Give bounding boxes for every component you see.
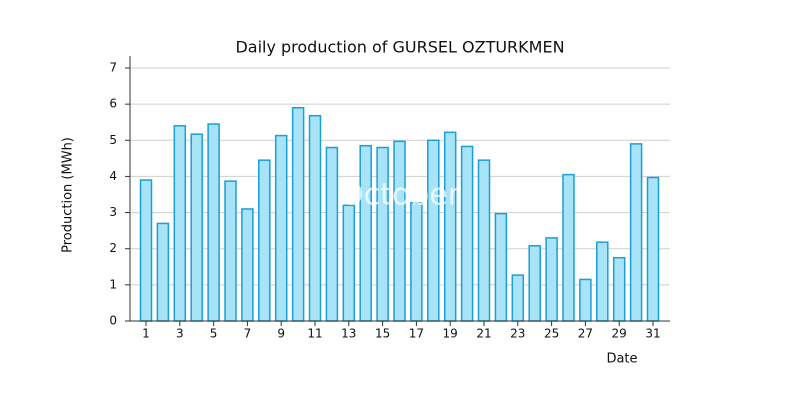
chart-title: Daily production of GURSEL OZTURKMEN <box>235 38 564 57</box>
x-axis-label: Date <box>606 352 637 367</box>
bar <box>190 133 203 322</box>
watermark: October <box>340 178 461 213</box>
bar <box>612 257 626 322</box>
x-tick-label: 27 <box>578 327 593 341</box>
bar <box>258 159 271 322</box>
bar <box>477 159 491 322</box>
x-tick-label: 25 <box>544 327 559 341</box>
bar <box>376 146 389 322</box>
bar <box>359 144 372 322</box>
y-tick-label: 5 <box>109 133 117 147</box>
x-tick-label: 19 <box>443 327 458 341</box>
bar <box>511 274 525 322</box>
bar <box>207 123 220 322</box>
bar <box>173 125 187 322</box>
x-tick-label: 5 <box>210 327 218 341</box>
bar <box>393 140 406 322</box>
x-tick-label: 1 <box>142 327 150 341</box>
bar <box>274 134 288 322</box>
bar <box>224 180 237 322</box>
bar <box>646 176 660 322</box>
bar <box>325 146 339 322</box>
bar <box>579 278 592 322</box>
y-tick-label: 2 <box>109 241 117 255</box>
bar <box>139 179 153 322</box>
y-tick-label: 6 <box>109 97 117 111</box>
bar <box>156 222 170 322</box>
y-tick-label: 7 <box>109 61 117 75</box>
y-tick-label: 4 <box>109 169 117 183</box>
bar <box>494 212 508 322</box>
bar <box>460 145 474 322</box>
bar <box>528 245 541 322</box>
x-tick-label: 29 <box>612 327 627 341</box>
x-tick-label: 21 <box>476 327 491 341</box>
bar <box>629 143 643 322</box>
x-tick-label: 3 <box>176 327 184 341</box>
bar <box>291 107 305 322</box>
x-tick-label: 11 <box>307 327 322 341</box>
bar <box>342 204 356 322</box>
bar <box>596 241 609 322</box>
y-tick-label: 3 <box>109 205 117 219</box>
bar <box>427 139 440 322</box>
x-tick-label: 13 <box>341 327 356 341</box>
bars <box>139 107 660 322</box>
x-tick-label: 9 <box>277 327 285 341</box>
bar <box>241 208 254 322</box>
bar <box>410 202 423 322</box>
x-tick-label: 7 <box>244 327 252 341</box>
bar <box>545 237 558 322</box>
x-tick-label: 17 <box>409 327 424 341</box>
x-tick-label: 15 <box>375 327 390 341</box>
x-tick-label: 23 <box>510 327 525 341</box>
bar <box>308 114 322 322</box>
y-tick-label: 1 <box>109 277 117 291</box>
y-axis-label: Production (MWh) <box>61 137 76 253</box>
bar <box>443 131 457 322</box>
y-tick-label: 0 <box>109 314 117 328</box>
bar <box>562 173 575 322</box>
x-tick-label: 31 <box>645 327 660 341</box>
